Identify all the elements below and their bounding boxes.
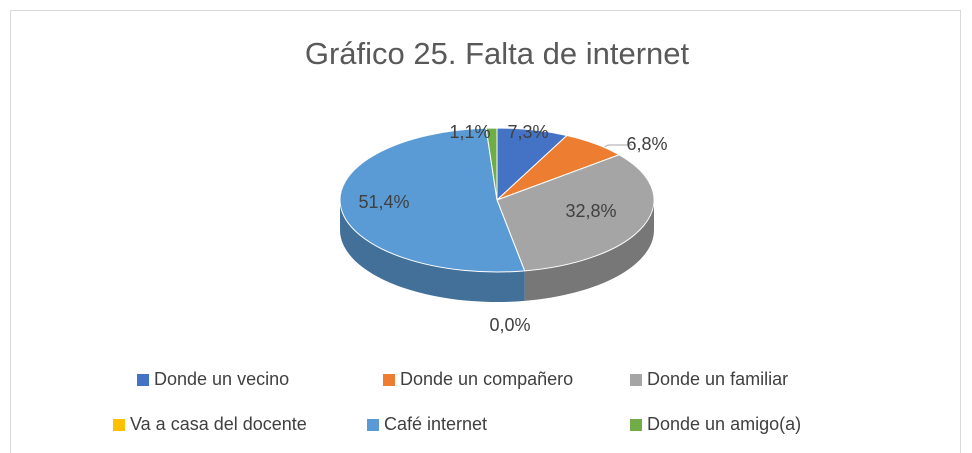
legend-label: Donde un compañero: [400, 369, 573, 389]
data-label: 6,8%: [626, 134, 667, 154]
data-label: 32,8%: [565, 201, 616, 221]
legend-swatch: [630, 374, 642, 386]
pie-side: [340, 200, 525, 303]
data-label: 51,4%: [358, 192, 409, 212]
pie-slice: [496, 154, 655, 272]
chart-title: Gráfico 25. Falta de internet: [305, 36, 690, 71]
data-label: 1,1%: [449, 122, 490, 142]
legend-label: Va a casa del docente: [130, 414, 307, 434]
legend-label: Donde un amigo(a): [647, 414, 801, 434]
legend-swatch: [113, 419, 125, 431]
pie-side: [524, 200, 654, 301]
pie-slice: [339, 127, 526, 273]
data-label: 0,0%: [489, 315, 530, 335]
pie-slice: [485, 127, 498, 201]
data-label: 7,3%: [507, 122, 548, 142]
legend-swatch: [630, 419, 642, 431]
legend-swatch: [383, 374, 395, 386]
legend-label: Café internet: [384, 414, 487, 434]
legend-swatch: [137, 374, 149, 386]
legend-swatch: [367, 419, 379, 431]
legend-label: Donde un vecino: [154, 369, 289, 389]
legend-label: Donde un familiar: [647, 369, 788, 389]
